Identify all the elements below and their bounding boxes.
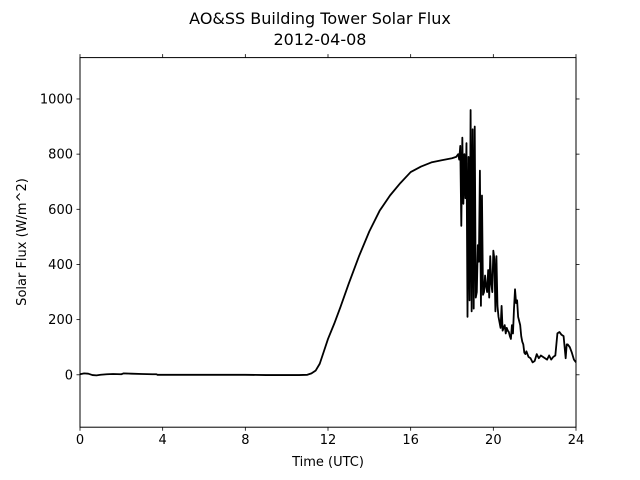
ticks-layer: 0 4 8 12 16 20 24 0 200 400 600 800 1000: [40, 54, 584, 448]
x-tick-label: 12: [320, 433, 337, 448]
x-tick-label: 4: [159, 433, 167, 448]
x-tick-label: 16: [402, 433, 419, 448]
chart-title: AO&SS Building Tower Solar Flux: [189, 9, 451, 28]
y-tick-label: 400: [48, 258, 73, 273]
y-tick-label: 200: [48, 313, 73, 328]
y-tick-label: 0: [65, 368, 73, 383]
solar-flux-series-line: [79, 109, 577, 377]
chart-subtitle: 2012-04-08: [274, 30, 367, 49]
y-tick-label: 800: [48, 148, 73, 163]
x-tick-label: 8: [241, 433, 249, 448]
line-layer: [79, 109, 577, 377]
x-axis-label: Time (UTC): [291, 455, 364, 470]
x-tick-label: 20: [485, 433, 502, 448]
x-tick-label: 24: [568, 433, 585, 448]
x-tick-label: 0: [76, 433, 84, 448]
y-tick-label: 600: [48, 203, 73, 218]
plot-area-frame: [79, 57, 577, 428]
y-tick-label: 1000: [40, 92, 73, 107]
y-axis-label: Solar Flux (W/m^2): [15, 178, 30, 306]
